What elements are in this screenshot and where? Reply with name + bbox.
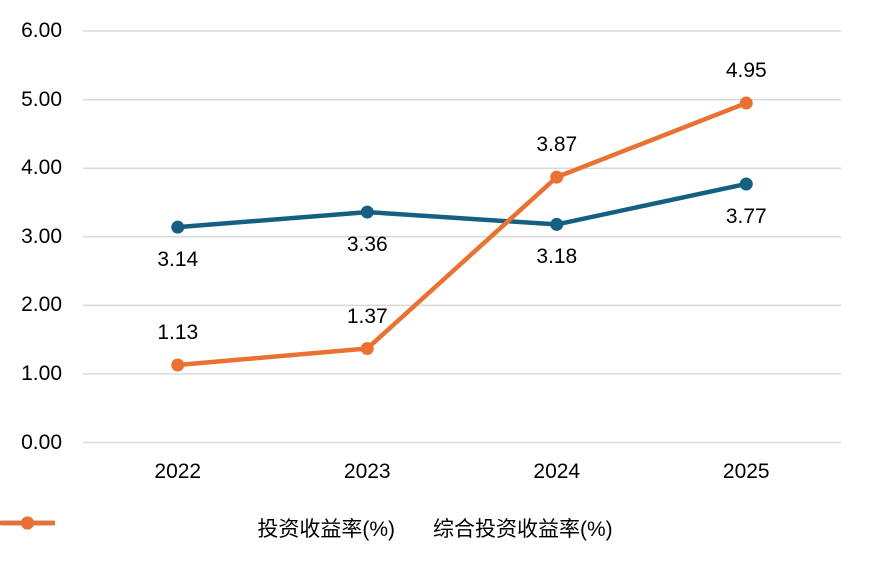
y-tick-label: 6.00 bbox=[21, 19, 62, 43]
legend-item-1: 综合投资收益率(%) bbox=[0, 516, 613, 543]
data-label: 3.87 bbox=[536, 133, 578, 157]
legend-marker-icon bbox=[0, 516, 55, 530]
data-label: 4.95 bbox=[725, 59, 767, 83]
y-tick-label: 0.00 bbox=[21, 430, 62, 454]
x-tick-label: 2024 bbox=[533, 460, 581, 483]
legend: 投资收益率(%) 综合投资收益率(%) bbox=[0, 516, 870, 544]
data-label: 3.77 bbox=[725, 204, 767, 228]
data-label: 3.36 bbox=[346, 233, 388, 257]
legend-item-0: 投资收益率(%) bbox=[0, 516, 395, 543]
data-point-marker bbox=[171, 220, 185, 234]
y-tick-label: 5.00 bbox=[21, 87, 62, 111]
y-tick-label: 1.00 bbox=[21, 361, 62, 385]
data-point-marker bbox=[360, 342, 374, 356]
data-label: 1.13 bbox=[157, 321, 199, 344]
data-point-marker bbox=[739, 177, 753, 191]
data-label: 3.14 bbox=[157, 248, 199, 272]
x-tick-label: 2025 bbox=[722, 460, 770, 483]
x-tick-label: 2023 bbox=[343, 460, 391, 483]
series-line-0 bbox=[175, 181, 749, 230]
data-label: 3.18 bbox=[536, 245, 578, 269]
y-tick-label: 4.00 bbox=[21, 156, 62, 180]
data-point-marker bbox=[550, 170, 564, 184]
legend-label: 综合投资收益率(%) bbox=[433, 518, 613, 541]
legend-dot bbox=[21, 516, 34, 530]
x-tick-label: 2022 bbox=[154, 460, 202, 483]
data-point-marker bbox=[739, 96, 753, 110]
series-line-1 bbox=[175, 100, 749, 368]
data-label: 1.37 bbox=[346, 304, 388, 328]
y-tick-label: 3.00 bbox=[21, 224, 62, 248]
data-point-marker bbox=[171, 358, 185, 372]
data-point-marker bbox=[360, 205, 374, 219]
y-tick-label: 2.00 bbox=[21, 293, 62, 317]
legend-label: 投资收益率(%) bbox=[257, 518, 395, 541]
data-point-marker bbox=[550, 217, 564, 231]
